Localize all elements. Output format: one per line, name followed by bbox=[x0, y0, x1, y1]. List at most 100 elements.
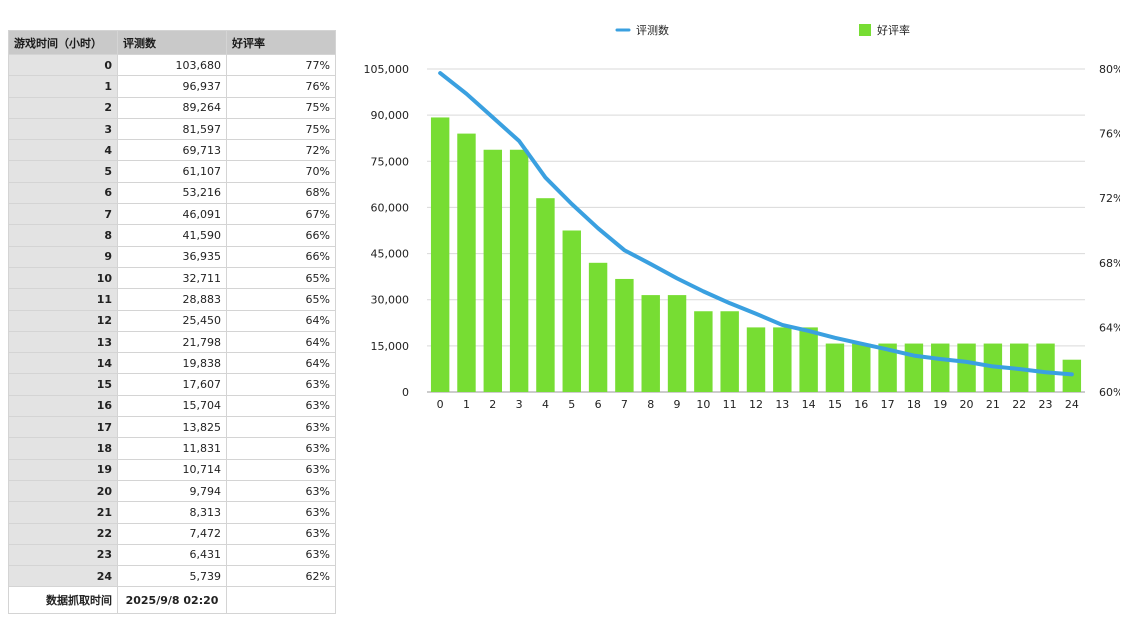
x-axis-tick-label: 14 bbox=[802, 398, 816, 411]
rate-cell: 70% bbox=[226, 160, 336, 183]
table-row: 8 41,590 66% bbox=[8, 224, 336, 247]
rate-cell: 75% bbox=[226, 117, 336, 141]
x-axis-tick-label: 6 bbox=[595, 398, 602, 411]
x-axis-tick-label: 10 bbox=[696, 398, 710, 411]
hour-cell: 23 bbox=[8, 543, 118, 567]
hour-cell: 16 bbox=[8, 394, 118, 418]
x-axis-tick-label: 8 bbox=[647, 398, 654, 411]
reviews-cell: 11,831 bbox=[117, 437, 227, 460]
table-row: 19 10,714 63% bbox=[8, 458, 336, 481]
hour-cell: 21 bbox=[8, 501, 118, 524]
x-axis-tick-label: 20 bbox=[960, 398, 974, 411]
hour-cell: 9 bbox=[8, 245, 118, 268]
bar-20 bbox=[957, 343, 976, 392]
reviews-cell: 10,714 bbox=[117, 458, 227, 481]
reviews-cell: 32,711 bbox=[117, 266, 227, 290]
right-axis-tick-label: 60% bbox=[1099, 386, 1120, 399]
x-axis-tick-label: 11 bbox=[723, 398, 737, 411]
reviews-cell: 13,825 bbox=[117, 416, 227, 439]
hour-cell: 22 bbox=[8, 522, 118, 545]
hour-cell: 5 bbox=[8, 160, 118, 183]
empty-cell bbox=[226, 586, 336, 615]
left-axis-tick-label: 75,000 bbox=[371, 155, 410, 168]
rate-cell: 72% bbox=[226, 139, 336, 162]
x-axis-tick-label: 5 bbox=[568, 398, 575, 411]
table-row: 2 89,264 75% bbox=[8, 96, 336, 119]
reviews-cell: 28,883 bbox=[117, 288, 227, 311]
hour-cell: 12 bbox=[8, 309, 118, 332]
rate-cell: 63% bbox=[226, 373, 336, 396]
table-row: 7 46,091 67% bbox=[8, 203, 336, 226]
x-axis-tick-label: 4 bbox=[542, 398, 549, 411]
rate-cell: 63% bbox=[226, 501, 336, 524]
bar-11 bbox=[720, 311, 739, 392]
reviews-cell: 53,216 bbox=[117, 181, 227, 205]
hour-cell: 18 bbox=[8, 437, 118, 460]
fetch-time-label: 数据抓取时间 bbox=[8, 586, 118, 615]
table-row: 22 7,472 63% bbox=[8, 522, 336, 545]
hour-cell: 8 bbox=[8, 224, 118, 247]
left-axis-tick-label: 15,000 bbox=[371, 340, 410, 353]
table-row: 24 5,739 62% bbox=[8, 565, 336, 588]
reviews-cell: 81,597 bbox=[117, 117, 227, 141]
x-axis-tick-label: 13 bbox=[775, 398, 789, 411]
table-row: 15 17,607 63% bbox=[8, 373, 336, 396]
reviews-cell: 69,713 bbox=[117, 139, 227, 162]
left-axis-tick-label: 30,000 bbox=[371, 294, 410, 307]
x-axis-tick-label: 24 bbox=[1065, 398, 1079, 411]
bar-16 bbox=[852, 343, 871, 392]
rate-cell: 76% bbox=[226, 75, 336, 98]
right-axis-tick-label: 64% bbox=[1099, 321, 1120, 334]
table-row: 10 32,711 65% bbox=[8, 266, 336, 290]
bar-2 bbox=[483, 149, 503, 392]
bar-5 bbox=[562, 230, 581, 392]
reviews-cell: 9,794 bbox=[117, 479, 227, 503]
hour-cell: 7 bbox=[8, 203, 118, 226]
reviews-cell: 41,590 bbox=[117, 224, 227, 247]
bar-17 bbox=[878, 343, 897, 392]
rate-cell: 63% bbox=[226, 479, 336, 503]
hour-cell: 15 bbox=[8, 373, 118, 396]
hour-cell: 3 bbox=[8, 117, 118, 141]
x-axis-tick-label: 7 bbox=[621, 398, 628, 411]
table-row: 5 61,107 70% bbox=[8, 160, 336, 183]
rate-cell: 63% bbox=[226, 416, 336, 439]
table-row: 1 96,937 76% bbox=[8, 75, 336, 98]
reviews-cell: 96,937 bbox=[117, 75, 227, 98]
reviews-cell: 36,935 bbox=[117, 245, 227, 268]
x-axis-tick-label: 3 bbox=[516, 398, 523, 411]
hour-cell: 11 bbox=[8, 288, 118, 311]
rate-cell: 63% bbox=[226, 437, 336, 460]
x-axis-tick-label: 15 bbox=[828, 398, 842, 411]
x-axis-tick-label: 23 bbox=[1039, 398, 1053, 411]
left-axis-tick-label: 60,000 bbox=[371, 201, 410, 214]
bar-3 bbox=[509, 149, 529, 392]
rate-cell: 65% bbox=[226, 266, 336, 290]
hour-cell: 20 bbox=[8, 479, 118, 503]
bar-18 bbox=[904, 343, 924, 392]
hour-cell: 6 bbox=[8, 181, 118, 205]
bar-1 bbox=[457, 133, 476, 392]
legend-label-reviews: 评测数 bbox=[636, 24, 669, 37]
reviews-cell: 61,107 bbox=[117, 160, 227, 183]
x-axis-tick-label: 9 bbox=[674, 398, 681, 411]
rate-cell: 63% bbox=[226, 543, 336, 567]
bar-4 bbox=[536, 198, 555, 392]
reviews-cell: 19,838 bbox=[117, 352, 227, 375]
header-positive-rate: 好评率 bbox=[226, 30, 336, 55]
rate-cell: 64% bbox=[226, 352, 336, 375]
left-axis-tick-label: 105,000 bbox=[364, 63, 410, 76]
fetch-time-value: 2025/9/8 02:20 bbox=[117, 586, 227, 615]
table-header-row: 游戏时间（小时） 评测数 好评率 bbox=[8, 30, 336, 55]
reviews-cell: 8,313 bbox=[117, 501, 227, 524]
hour-cell: 13 bbox=[8, 330, 118, 354]
rate-cell: 63% bbox=[226, 394, 336, 418]
table-row: 6 53,216 68% bbox=[8, 181, 336, 205]
hour-cell: 17 bbox=[8, 416, 118, 439]
left-axis-tick-label: 0 bbox=[402, 386, 409, 399]
table-row: 21 8,313 63% bbox=[8, 501, 336, 524]
bar-0 bbox=[430, 117, 450, 392]
hour-cell: 2 bbox=[8, 96, 118, 119]
table-body: 0 103,680 77% 1 96,937 76% 2 89,264 75% 3 81,597 75… bbox=[8, 53, 336, 588]
x-axis-tick-label: 16 bbox=[854, 398, 868, 411]
